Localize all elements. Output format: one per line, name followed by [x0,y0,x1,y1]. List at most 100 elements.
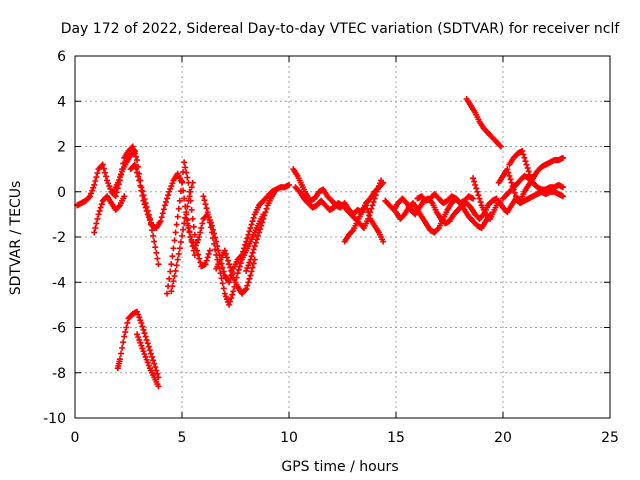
data-point [203,257,210,264]
series-t8 [168,179,196,295]
data-point [248,221,255,228]
data-point [134,169,141,176]
data-point [251,243,258,250]
data-point [262,209,269,216]
data-point [246,228,253,235]
data-point [206,219,213,226]
data-point [471,178,478,185]
data-point [140,326,147,333]
data-point [370,198,377,205]
data-point [222,293,229,300]
data-point [367,209,374,216]
data-point [195,251,202,258]
data-point [100,165,107,172]
series-t5 [134,331,162,390]
data-point [226,261,233,268]
data-point [227,298,234,305]
data-point [144,340,151,347]
data-point [208,229,215,236]
data-point [152,244,159,251]
data-point [202,261,209,268]
data-point [220,268,227,275]
data-point [171,237,178,244]
data-point [118,171,125,178]
data-point [173,262,180,269]
series-t6 [127,161,198,259]
data-point [189,215,196,222]
data-point [131,161,138,168]
data-point [158,214,165,221]
series-t23 [506,148,534,182]
data-point [523,161,530,168]
series-t11 [213,247,258,297]
data-point [164,195,171,202]
data-point [138,342,145,349]
data-point [94,170,101,177]
data-point [472,181,479,188]
data-point [106,183,113,190]
data-point [151,238,158,245]
data-point [380,179,387,186]
data-point [92,178,99,185]
data-point [114,179,121,186]
data-point [379,180,386,187]
data-point [168,288,175,295]
data-point [259,219,266,226]
data-point [258,222,265,229]
data-point [141,201,148,208]
data-point [88,190,95,197]
data-point [169,283,176,290]
data-point [195,236,202,243]
data-point [137,339,144,346]
data-point [135,334,142,341]
data-point [250,246,257,253]
data-point [91,181,98,188]
data-point [142,204,149,211]
data-point [222,250,229,257]
data-point [526,171,533,178]
data-point [236,263,243,270]
data-point [140,197,147,204]
data-point [193,239,200,246]
data-point [186,193,193,200]
data-point [205,250,212,257]
data-point [118,350,125,357]
series-t14 [292,177,385,231]
x-tick-label: 15 [387,430,405,446]
data-point [505,169,512,176]
data-point [214,243,221,250]
data-point [96,207,103,214]
data-point [559,154,566,161]
data-point [89,187,96,194]
data-point [181,159,188,166]
data-point [170,278,177,285]
data-point [122,329,129,336]
data-point [135,311,142,318]
data-point [147,219,154,226]
y-tick-label: 6 [57,49,66,65]
data-point [98,201,105,208]
data-point [273,186,280,193]
data-point [141,351,148,358]
data-point [177,188,184,195]
data-point [140,348,147,355]
data-point [146,347,153,354]
data-point [249,218,256,225]
data-point [365,215,372,222]
series-t18 [414,191,477,207]
data-point [250,214,257,221]
data-point [205,214,212,221]
data-point [176,245,183,252]
data-point [182,164,189,171]
data-point [246,275,253,282]
data-point [227,275,234,282]
data-point [188,236,195,243]
data-point [263,205,270,212]
data-point [522,158,529,165]
data-point [150,232,157,239]
data-point [170,245,177,252]
data-point [184,174,191,181]
data-point [151,360,158,367]
series-t21 [495,154,566,204]
data-point [146,217,153,224]
